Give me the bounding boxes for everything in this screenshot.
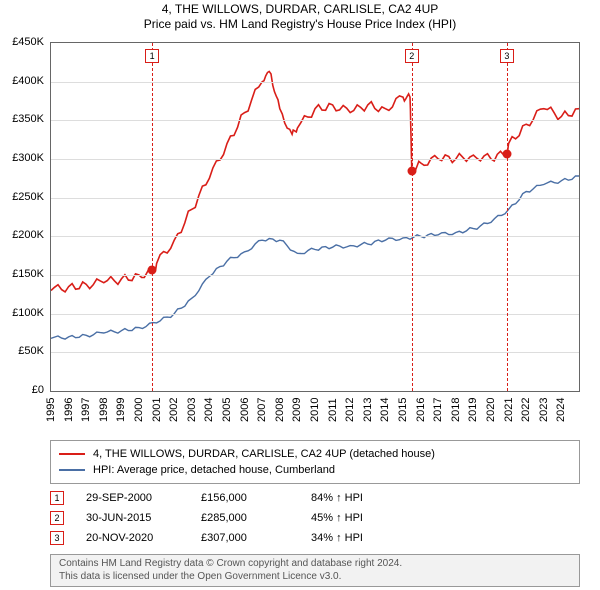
chart-title: 4, THE WILLOWS, DURDAR, CARLISLE, CA2 4U… [0,2,600,16]
gridline [51,198,579,199]
x-tick-label: 1996 [63,398,75,422]
footer-line1: Contains HM Land Registry data © Crown c… [59,558,571,571]
x-tick-label: 1995 [45,398,57,422]
y-tick-label: £100K [12,307,44,319]
x-tick-label: 2017 [432,398,444,422]
x-tick-label: 2006 [239,398,251,422]
x-tick-label: 2020 [485,398,497,422]
event-price: £285,000 [201,512,311,524]
event-price: £307,000 [201,532,311,544]
x-tick-label: 2004 [203,398,215,422]
x-axis: 1995199619971998199920002001200220032004… [50,392,580,442]
x-tick-label: 2010 [309,398,321,422]
y-tick-label: £250K [12,191,44,203]
gridline [51,236,579,237]
footer-line2: This data is licensed under the Open Gov… [59,571,571,584]
event-row: 3 20-NOV-2020£307,00034% ↑ HPI [50,528,580,548]
y-tick-label: £50K [18,345,44,357]
x-tick-label: 2003 [186,398,198,422]
x-tick-label: 2002 [168,398,180,422]
x-tick-label: 1999 [115,398,127,422]
event-pct: 34% ↑ HPI [311,532,421,544]
event-date: 20-NOV-2020 [86,532,201,544]
marker-box: 3 [500,49,514,63]
legend-swatch [59,453,85,455]
x-tick-label: 2009 [291,398,303,422]
x-tick-label: 2024 [555,398,567,422]
x-tick-label: 2012 [344,398,356,422]
legend-label: 4, THE WILLOWS, DURDAR, CARLISLE, CA2 4U… [93,448,435,460]
gridline [51,275,579,276]
event-date: 30-JUN-2015 [86,512,201,524]
event-row: 1 29-SEP-2000£156,00084% ↑ HPI [50,488,580,508]
footer-notice: Contains HM Land Registry data © Crown c… [50,554,580,587]
gridline [51,120,579,121]
x-tick-label: 2000 [133,398,145,422]
marker-box: 2 [405,49,419,63]
x-tick-label: 2001 [151,398,163,422]
y-tick-label: £300K [12,152,44,164]
event-row: 2 30-JUN-2015£285,00045% ↑ HPI [50,508,580,528]
y-tick-label: £0 [32,384,44,396]
event-pct: 45% ↑ HPI [311,512,421,524]
event-pct: 84% ↑ HPI [311,492,421,504]
y-tick-label: £150K [12,268,44,280]
x-tick-label: 2013 [362,398,374,422]
series-price_paid [51,71,579,292]
marker-vline [507,43,508,391]
x-tick-label: 2016 [415,398,427,422]
titles: 4, THE WILLOWS, DURDAR, CARLISLE, CA2 4U… [0,0,600,31]
x-tick-label: 1998 [98,398,110,422]
marker-dot [148,266,157,275]
events-table: 1 29-SEP-2000£156,00084% ↑ HPI 2 30-JUN-201… [50,488,580,548]
x-tick-label: 2015 [397,398,409,422]
chart-subtitle: Price paid vs. HM Land Registry's House … [0,17,600,31]
marker-dot [407,166,416,175]
x-tick-label: 2023 [538,398,550,422]
gridline [51,314,579,315]
x-tick-label: 1997 [80,398,92,422]
marker-vline [412,43,413,391]
y-tick-label: £200K [12,229,44,241]
legend-item: 4, THE WILLOWS, DURDAR, CARLISLE, CA2 4U… [59,446,571,462]
y-tick-label: £450K [12,36,44,48]
x-tick-label: 2021 [503,398,515,422]
gridline [51,352,579,353]
x-tick-label: 2008 [274,398,286,422]
marker-dot [502,149,511,158]
event-num: 1 [50,491,64,505]
marker-vline [152,43,153,391]
chart-plot-area: 1 2 3 [50,42,580,392]
legend-item: HPI: Average price, detached house, Cumb… [59,462,571,478]
gridline [51,159,579,160]
x-tick-label: 2011 [327,398,339,422]
event-num: 2 [50,511,64,525]
x-tick-label: 2014 [379,398,391,422]
legend-swatch [59,469,85,471]
y-tick-label: £400K [12,75,44,87]
event-price: £156,000 [201,492,311,504]
event-num: 3 [50,531,64,545]
x-tick-label: 2019 [467,398,479,422]
x-tick-label: 2005 [221,398,233,422]
gridline [51,82,579,83]
x-tick-label: 2018 [450,398,462,422]
chart-svg [51,43,579,391]
x-tick-label: 2007 [256,398,268,422]
y-tick-label: £350K [12,113,44,125]
legend-label: HPI: Average price, detached house, Cumb… [93,464,335,476]
marker-box: 1 [145,49,159,63]
event-date: 29-SEP-2000 [86,492,201,504]
x-tick-label: 2022 [520,398,532,422]
y-axis: £0£50K£100K£150K£200K£250K£300K£350K£400… [0,42,48,392]
legend: 4, THE WILLOWS, DURDAR, CARLISLE, CA2 4U… [50,440,580,484]
